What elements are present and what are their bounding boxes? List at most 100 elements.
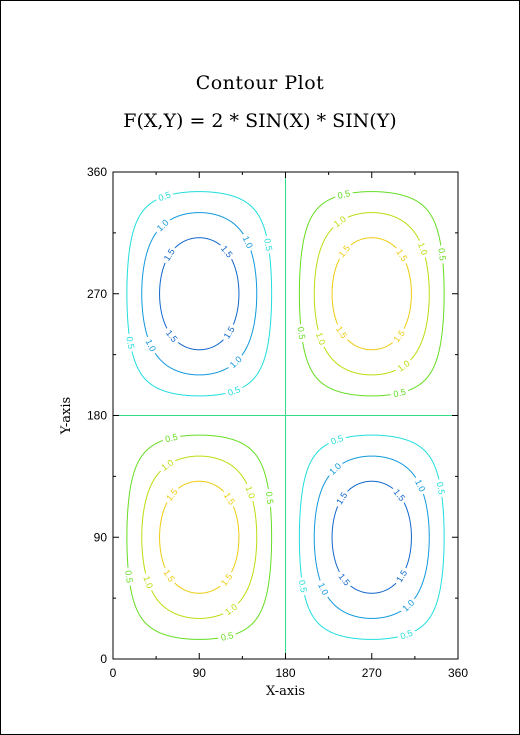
contour-label: 0.5 xyxy=(164,432,179,445)
contour-label: 0.5 xyxy=(296,326,307,340)
contour-labels: 0.50.50.50.51.01.01.01.01.51.51.5 1.50.50… xyxy=(122,187,449,644)
contour-line-lower-left-1.5 xyxy=(159,480,240,594)
y-tick-label: 270 xyxy=(87,287,107,301)
contour-line-upper-right-0.5 xyxy=(298,191,445,397)
contour-label-background xyxy=(396,626,417,643)
contour-label-background xyxy=(393,356,414,376)
contour-line-upper-left-0.5 xyxy=(126,191,273,397)
contour-line-lower-left-0.5 xyxy=(126,434,273,640)
contour-label: 0.5 xyxy=(435,481,447,495)
contour-label-background xyxy=(435,244,449,264)
contour-label: 0.5 xyxy=(264,491,275,505)
contour-label-background xyxy=(122,567,136,587)
contour-label-background xyxy=(333,187,354,202)
contour-label: 0.5 xyxy=(123,570,134,584)
contour-label-background xyxy=(123,333,137,353)
contour-label: 0.5 xyxy=(436,248,447,262)
contour-label-background xyxy=(225,352,246,372)
contour-label: 0.5 xyxy=(220,630,235,643)
x-tick-label: 90 xyxy=(193,666,207,680)
zero-lines xyxy=(113,172,458,659)
contour-label: 0.5 xyxy=(392,387,407,400)
contour-label-background xyxy=(220,600,242,619)
contour-line-upper-left-1.0 xyxy=(141,212,258,376)
contour-label-background xyxy=(312,328,329,349)
contour-label-background xyxy=(154,188,175,205)
contour-label-background xyxy=(332,322,351,343)
contour-label: 0.5 xyxy=(297,579,309,593)
contour-label: 0.5 xyxy=(226,384,241,398)
contour-label-background xyxy=(389,326,409,347)
contour-label-background xyxy=(398,595,419,616)
x-tick-label: 270 xyxy=(362,666,382,680)
contour-line-upper-right-1.5 xyxy=(331,237,412,351)
contour-label-background xyxy=(389,386,410,401)
contour-label-background xyxy=(161,430,182,445)
contour-label-background xyxy=(296,576,310,597)
contour-line-lower-right-1.0 xyxy=(313,455,430,619)
contour-label-background xyxy=(329,212,351,231)
x-tick-label: 180 xyxy=(275,666,295,680)
x-tick-label: 0 xyxy=(110,666,117,680)
contour-label: 0.5 xyxy=(399,628,414,642)
x-axis-label: X-axis xyxy=(266,684,305,699)
contour-label-background xyxy=(152,215,173,236)
contour-line-lower-right-0.5 xyxy=(298,434,445,640)
contour-label-background xyxy=(162,484,182,505)
contour-label-background xyxy=(392,565,411,587)
contour-label: 1.0 xyxy=(141,575,155,590)
chart-subtitle: F(X,Y) = 2 * SIN(X) * SIN(Y) xyxy=(123,110,397,132)
contour-label: 0.5 xyxy=(157,190,172,204)
contour-label-background xyxy=(217,241,237,262)
contour-label-background xyxy=(392,244,411,266)
contour-label: 0.5 xyxy=(124,336,136,350)
contour-label-background xyxy=(411,475,429,496)
contour-label-background xyxy=(160,244,179,266)
y-axis-label: Y-axis xyxy=(59,397,74,435)
contour-label-background xyxy=(217,629,238,644)
x-tick-label: 360 xyxy=(448,666,468,680)
contour-label: 1.0 xyxy=(241,234,255,250)
contour-label-background xyxy=(220,488,239,509)
contour-label: 1.0 xyxy=(316,581,330,597)
contour-label-background xyxy=(326,432,348,448)
contour-label-background xyxy=(162,325,182,347)
contour-line-upper-right-1.0 xyxy=(313,212,430,376)
y-tick-label: 360 xyxy=(87,165,107,179)
contour-label-background xyxy=(220,322,239,343)
contour-label-background xyxy=(142,335,160,356)
contour-label: 1.0 xyxy=(314,331,328,346)
contour-label: 0.5 xyxy=(337,188,352,201)
contour-label: 1.0 xyxy=(416,241,430,256)
chart-title: Contour Plot xyxy=(195,72,325,94)
contour-label: 1.0 xyxy=(413,478,427,494)
y-tick-label: 0 xyxy=(100,652,107,666)
contour-label-background xyxy=(242,482,259,503)
contour-label-background xyxy=(157,455,178,475)
contour-label-background xyxy=(314,578,332,600)
contour-label-background xyxy=(295,323,308,343)
contour-label-background xyxy=(217,569,237,590)
contour-label-background xyxy=(332,488,351,509)
contour-line-upper-left-1.5 xyxy=(159,237,240,351)
contour-label-background xyxy=(239,231,257,253)
contour-label: 0.5 xyxy=(262,238,274,252)
contour-label-background xyxy=(261,234,275,255)
contour-label-background xyxy=(325,459,346,479)
contour-label: 0.5 xyxy=(329,433,344,447)
contour-label-background xyxy=(389,484,409,506)
contour-label-background xyxy=(223,383,245,399)
y-tick-label: 90 xyxy=(94,530,108,544)
contour-label-background xyxy=(434,478,448,498)
contour-label-background xyxy=(415,238,431,260)
contour-label: 1.0 xyxy=(243,485,257,500)
contour-label-background xyxy=(334,569,354,590)
contour-label: 1.0 xyxy=(144,338,158,354)
contour-line-lower-left-1.0 xyxy=(141,455,258,619)
contour-label-background xyxy=(140,571,156,593)
axis-ticks: 0 90 180 270 360 0 90 180 270 360 xyxy=(87,165,468,680)
contour-label-background xyxy=(263,488,276,508)
contour-line-lower-right-1.5 xyxy=(331,480,412,594)
y-tick-label: 180 xyxy=(87,409,107,423)
